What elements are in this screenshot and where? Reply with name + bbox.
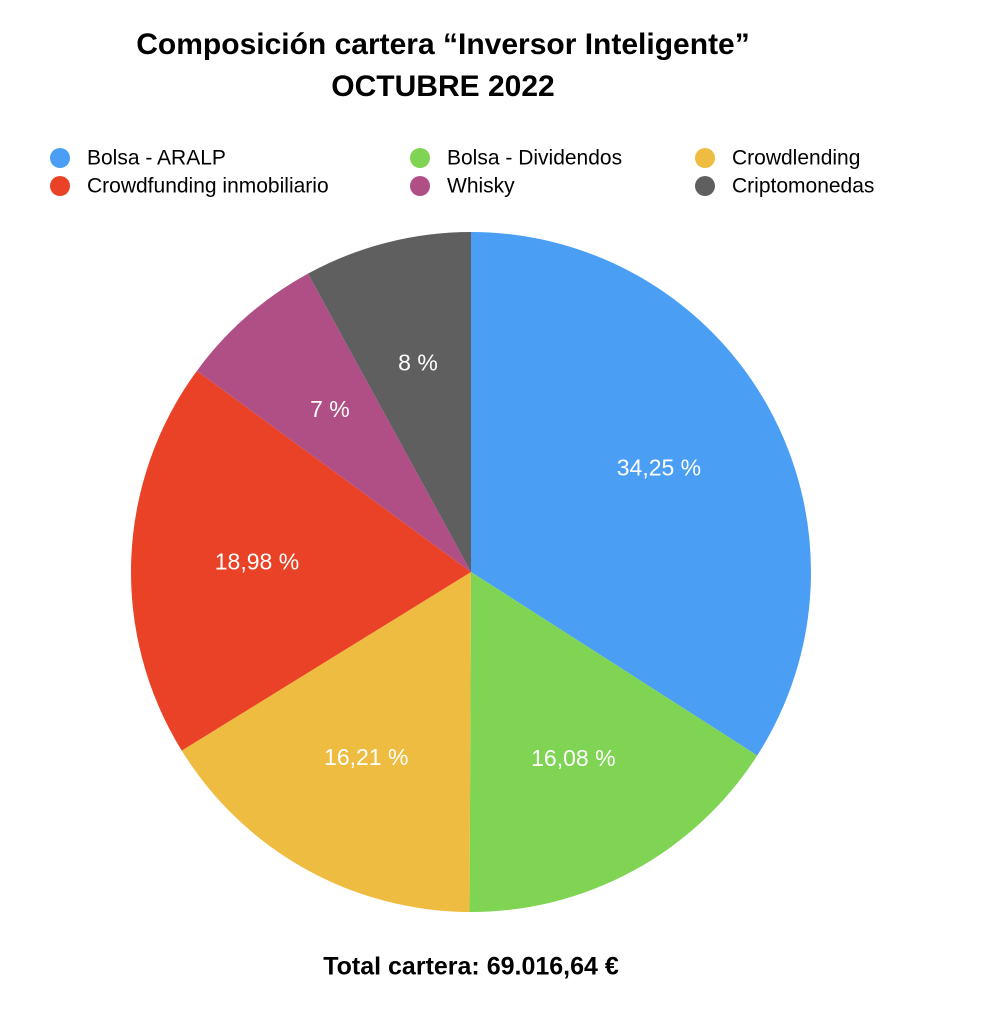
legend-swatch: [410, 148, 430, 168]
legend-swatch: [410, 176, 430, 196]
legend-swatch: [50, 148, 70, 168]
slice-label: 18,98 %: [215, 549, 299, 575]
pie-slice: [181, 572, 471, 912]
legend-label: Bolsa - Dividendos: [447, 147, 622, 170]
slice-label: 34,25 %: [617, 454, 701, 480]
pie-slice: [131, 370, 472, 751]
chart-title: Composición cartera “Inversor Inteligent…: [136, 28, 750, 61]
legend-swatch: [695, 176, 715, 196]
legend-swatch: [50, 176, 70, 196]
pie-slice: [469, 572, 758, 912]
legend-label: Whisky: [447, 175, 515, 198]
total-annotation: Total cartera: 69.016,64 €: [323, 953, 619, 981]
slice-label: 8 %: [398, 350, 438, 376]
slice-label: 16,21 %: [324, 744, 408, 770]
legend-swatch: [695, 148, 715, 168]
pie-slice: [471, 232, 811, 756]
legend-label: Crowdfunding inmobiliario: [87, 175, 329, 198]
legend-label: Crowdlending: [732, 147, 860, 170]
slice-label: 16,08 %: [531, 745, 615, 771]
chart-subtitle: OCTUBRE 2022: [331, 70, 554, 103]
slice-label: 7 %: [310, 396, 350, 422]
legend-label: Criptomonedas: [732, 175, 874, 198]
pie-slice: [196, 273, 471, 572]
pie-slice: [307, 232, 471, 572]
legend-label: Bolsa - ARALP: [87, 147, 226, 170]
